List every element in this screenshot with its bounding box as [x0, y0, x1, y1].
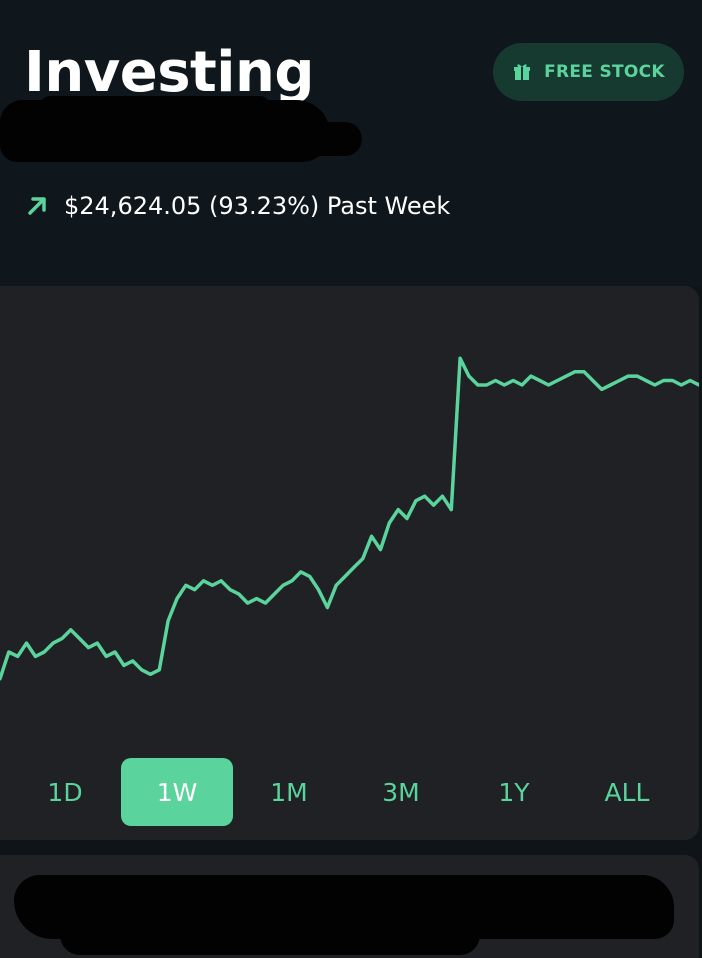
header: Investing FREE STOCK $24,624.05 (93.23%)…	[0, 0, 702, 286]
portfolio-value-line	[0, 356, 699, 681]
performance-text: $24,624.05 (93.23%) Past Week	[64, 192, 451, 220]
redacted-info-top	[40, 96, 270, 116]
range-button-1y[interactable]: 1Y	[498, 777, 530, 807]
time-range-selector: 1D 1W 1M 3M 1Y ALL	[0, 758, 699, 826]
arrow-up-right-icon	[28, 197, 46, 215]
free-stock-label: FREE STOCK	[544, 62, 665, 82]
redacted-info-tail	[250, 122, 362, 156]
holdings-card	[0, 855, 699, 958]
gift-icon	[514, 64, 531, 80]
range-button-3m[interactable]: 3M	[382, 777, 420, 807]
free-stock-button[interactable]: FREE STOCK	[493, 43, 684, 101]
redacted-content-extra	[60, 915, 480, 955]
range-button-all[interactable]: ALL	[604, 777, 650, 807]
performance-summary: $24,624.05 (93.23%) Past Week	[26, 192, 450, 220]
range-button-1m[interactable]: 1M	[270, 777, 308, 807]
range-button-1w[interactable]: 1W	[121, 758, 233, 826]
portfolio-chart-card: 1D 1W 1M 3M 1Y ALL	[0, 286, 699, 840]
range-button-1d[interactable]: 1D	[47, 777, 83, 807]
page-title: Investing	[24, 40, 314, 105]
portfolio-chart	[0, 356, 699, 681]
